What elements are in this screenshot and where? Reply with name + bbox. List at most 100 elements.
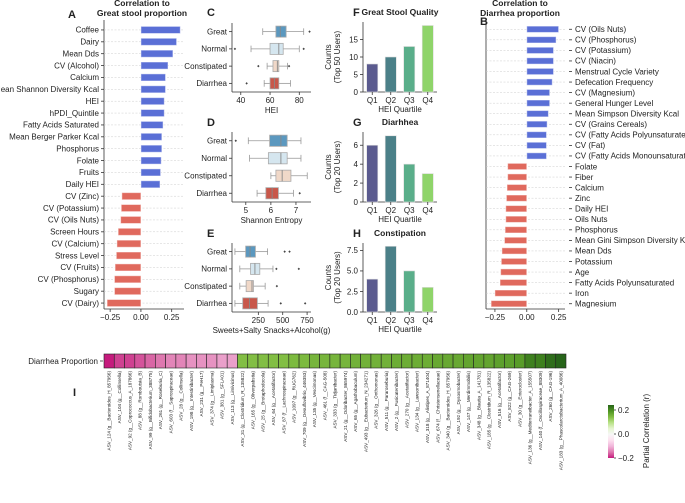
heatmap-column-label: ASV_113 (g__Limivicinus) <box>230 371 235 425</box>
heatmap-cell <box>493 353 505 369</box>
bar-folate <box>507 162 528 171</box>
bar-q4 <box>421 173 434 203</box>
panel-label-E: E <box>207 228 214 240</box>
bar-q3 <box>403 270 416 313</box>
y-tick-label: Great <box>207 27 228 36</box>
bar-q1 <box>366 144 379 203</box>
y-tick-label: CV (Niacin) <box>575 57 616 66</box>
panel-label-D: D <box>207 117 215 129</box>
y-tick-label: Diarrhea <box>196 189 227 198</box>
panel-label-F: F <box>353 7 360 19</box>
bar-fatty-acids-polyunsaturated <box>499 278 528 287</box>
box-normal <box>249 152 302 165</box>
y-tick-label: Daily HEI <box>575 205 608 214</box>
x-tick-label: −0.25 <box>485 313 506 322</box>
bar-cv-niacin- <box>526 57 555 65</box>
y-tick-label: 0 <box>354 198 359 207</box>
heatmap-column-label: ASV_231 (g__PeH17) <box>199 371 204 417</box>
outlier-point <box>298 192 301 195</box>
heatmap-column-label: ASV_511 (g__Pararoseburia) <box>384 371 389 431</box>
heatmap-column-label: ASV_30 (g__Enterocloster) <box>517 371 522 427</box>
y-tick-label: Mean Gini Simpson Diversity Kcal <box>575 236 685 245</box>
box-normal <box>239 262 301 275</box>
heatmap-column-label: ASV_2 (g__Fusicatenibacter) <box>394 371 399 431</box>
heatmap-cell <box>165 353 177 369</box>
x-tick-label: Q3 <box>404 316 415 325</box>
x-tick-label: Q4 <box>422 96 433 105</box>
bar-phosphorus <box>504 226 528 234</box>
heatmap-column-label: ASV_516 (g__Acetatifactor) <box>497 371 502 428</box>
bar-iron <box>494 289 528 297</box>
box-constipated <box>239 280 279 293</box>
heatmap-column-label: ASV_31 (g__Clostridium_R_135822) <box>240 371 245 447</box>
chart-title: Correlation to <box>492 0 548 8</box>
bar-mean-gini-simpson-diversity-kcal <box>503 236 528 245</box>
y-axis-label: Counts <box>324 154 333 179</box>
x-tick-label: Q4 <box>422 316 433 325</box>
y-tick-label: CV (Zinc) <box>65 192 99 201</box>
heatmap-column-label: ASV_261 (g__Roseburia_C) <box>158 371 163 430</box>
x-tick-label: 750 <box>300 316 314 325</box>
bar-hpdi-quintile <box>140 109 165 118</box>
heatmap-column-label: ASV_140 (f__Oscillospiraceae_88309) <box>538 371 543 451</box>
y-tick-label: CV (Grains Cereals) <box>575 120 647 129</box>
heatmap-cell <box>144 353 156 369</box>
x-tick-label: Q4 <box>422 206 433 215</box>
bar-q2 <box>384 245 397 313</box>
heatmap-cell <box>175 353 187 369</box>
x-tick-label: 5 <box>244 206 249 215</box>
outlier-point <box>233 47 237 51</box>
y-tick-label: Sugary <box>74 287 99 296</box>
heatmap-cell <box>247 353 259 369</box>
x-tick-label: −0.25 <box>100 313 121 322</box>
heatmap-column-label: ASV_183 (g__Phascolarctobacterium_A_4008… <box>558 371 563 471</box>
y-tick-label: Constipated <box>184 62 227 71</box>
heatmap-column-label: ASV_87 (f__Lachnospiraceae) <box>281 371 286 434</box>
box-iqr <box>267 152 288 165</box>
heatmap-cell <box>411 353 423 369</box>
bar-cv-zinc- <box>121 192 142 201</box>
box-iqr <box>245 245 256 258</box>
outlier-point <box>303 302 307 305</box>
x-tick-label: 250 <box>252 316 266 325</box>
y-tick-label: Defecation Frequency <box>575 78 653 87</box>
heatmap-column-label: ASV_1097 (g__RUG762) <box>292 371 297 423</box>
box-iqr <box>275 169 292 182</box>
y-tick-label: Diarrhea <box>196 79 227 88</box>
y-tick-label: Stress Level <box>55 251 99 260</box>
heatmap-cell <box>555 353 567 369</box>
y-tick-label: CV (Oils Nuts) <box>575 25 626 34</box>
heatmap-column-label: ASV_822 (g__CAG-269) <box>507 371 512 422</box>
bar-daily-hei <box>140 180 161 189</box>
x-tick-label: Q2 <box>385 316 396 325</box>
bar-mean-berger-parker-kcal <box>140 132 163 141</box>
x-tick-label: 40 <box>236 96 245 105</box>
y-tick-label: Normal <box>201 154 227 163</box>
x-tick-label: 0.25 <box>551 313 567 322</box>
y-tick-label: Fatty Acids Polyunsaturated <box>575 278 674 287</box>
y-axis-label: Counts <box>324 44 333 69</box>
y-tick-label: 4 <box>354 160 359 169</box>
bar-potassium <box>500 257 528 266</box>
heatmap-column-label: ASV_104 (g__Collinsella) <box>117 371 122 424</box>
bar-defecation-frequency <box>526 78 553 86</box>
outlier-point <box>275 267 278 271</box>
bar-cv-oils-nuts- <box>526 25 560 33</box>
bar-cv-calcium- <box>116 239 142 248</box>
bar-cv-potassium- <box>526 46 555 55</box>
bar-mean-shannon-diversity-kcal <box>140 85 167 94</box>
bar-dairy <box>140 37 178 46</box>
bar-cv-grains-cereals- <box>526 120 548 128</box>
outlier-point <box>257 64 260 68</box>
y-tick-label: Zinc <box>575 194 590 203</box>
y-tick-label: 2.5 <box>347 287 359 296</box>
heatmap-cell <box>452 353 464 369</box>
bar-cv-alcohol- <box>140 61 169 70</box>
box-constipated <box>270 169 308 182</box>
heatmap-cell <box>196 353 207 369</box>
y-tick-label: CV (Fatty Acids Polyunsaturated) <box>575 131 685 140</box>
y-tick-label: Coffee <box>76 26 100 35</box>
bar-fatty-acids-saturated <box>140 120 164 129</box>
outlier-point <box>302 47 305 51</box>
